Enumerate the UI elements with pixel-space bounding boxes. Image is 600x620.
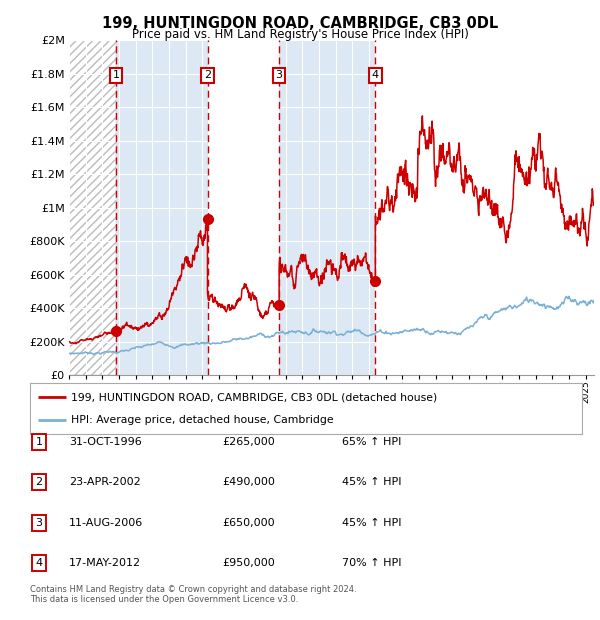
Bar: [69, 40, 116, 375]
Text: HPI: Average price, detached house, Cambridge: HPI: Average price, detached house, Camb…: [71, 415, 334, 425]
Bar: [69, 40, 116, 375]
Text: 45% ↑ HPI: 45% ↑ HPI: [342, 518, 401, 528]
Text: 23-APR-2002: 23-APR-2002: [69, 477, 141, 487]
Text: 199, HUNTINGDON ROAD, CAMBRIDGE, CB3 0DL: 199, HUNTINGDON ROAD, CAMBRIDGE, CB3 0DL: [102, 16, 498, 30]
Text: £650,000: £650,000: [222, 518, 275, 528]
Text: 3: 3: [275, 71, 283, 81]
Text: 2: 2: [35, 477, 43, 487]
Text: 45% ↑ HPI: 45% ↑ HPI: [342, 477, 401, 487]
Text: £490,000: £490,000: [222, 477, 275, 487]
Text: 4: 4: [35, 558, 43, 568]
Text: 1: 1: [35, 437, 43, 447]
Bar: [376, 40, 594, 375]
Text: £950,000: £950,000: [222, 558, 275, 568]
Text: 31-OCT-1996: 31-OCT-1996: [69, 437, 142, 447]
Text: 1: 1: [113, 71, 119, 81]
Text: £265,000: £265,000: [222, 437, 275, 447]
Text: Price paid vs. HM Land Registry's House Price Index (HPI): Price paid vs. HM Land Registry's House …: [131, 28, 469, 41]
Text: 2: 2: [204, 71, 211, 81]
Text: 11-AUG-2006: 11-AUG-2006: [69, 518, 143, 528]
Bar: [116, 40, 208, 375]
Text: 17-MAY-2012: 17-MAY-2012: [69, 558, 141, 568]
Bar: [279, 40, 376, 375]
Text: 199, HUNTINGDON ROAD, CAMBRIDGE, CB3 0DL (detached house): 199, HUNTINGDON ROAD, CAMBRIDGE, CB3 0DL…: [71, 392, 437, 402]
Text: 3: 3: [35, 518, 43, 528]
Text: 65% ↑ HPI: 65% ↑ HPI: [342, 437, 401, 447]
Bar: [208, 40, 279, 375]
Text: Contains HM Land Registry data © Crown copyright and database right 2024.
This d: Contains HM Land Registry data © Crown c…: [30, 585, 356, 604]
Text: 70% ↑ HPI: 70% ↑ HPI: [342, 558, 401, 568]
Text: 4: 4: [372, 71, 379, 81]
